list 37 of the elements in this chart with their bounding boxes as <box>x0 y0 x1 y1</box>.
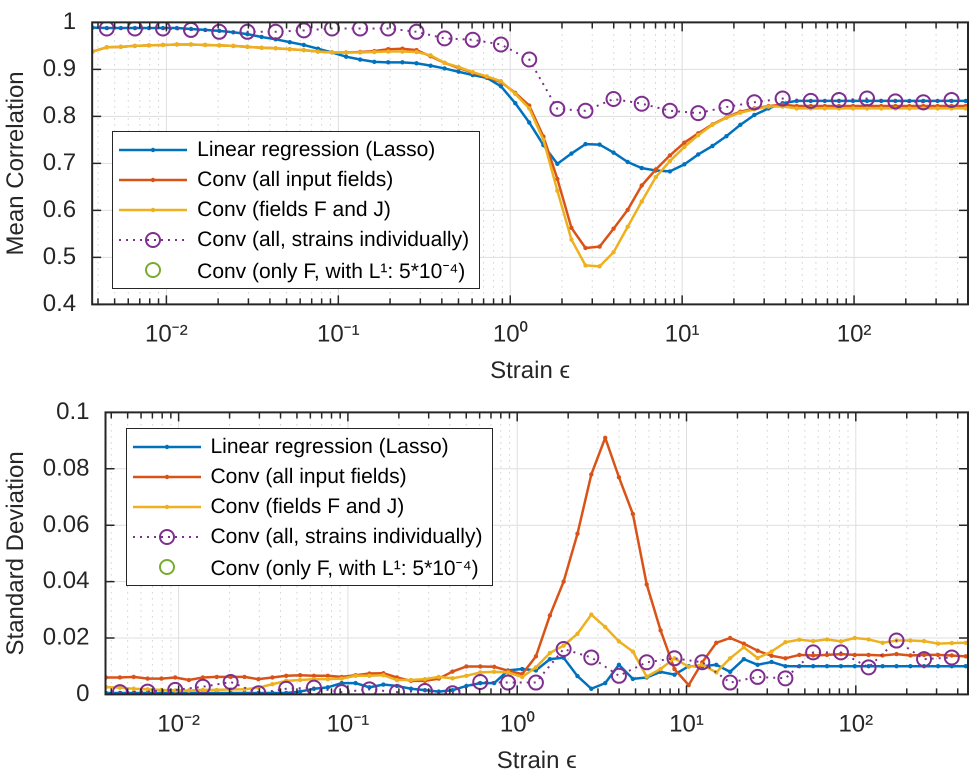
y-tick-label: 0.5 <box>42 243 76 270</box>
x-tick-label: 10⁰ <box>500 710 535 738</box>
y-axis-title: Mean Correlation <box>2 71 30 256</box>
x-axis-title: Strain ϵ <box>496 747 577 774</box>
x-tick-label: 10⁻² <box>157 710 200 738</box>
legend-label: Conv (all input fields) <box>210 465 407 490</box>
y-tick-label: 0.9 <box>42 55 76 82</box>
legend-label: Conv (only F, with L¹: 5*10⁻⁴) <box>197 259 466 284</box>
legend-label: Conv (all, strains individually) <box>197 228 470 252</box>
legend-label: Conv (fields F and J) <box>210 495 404 520</box>
y-tick-label: 0 <box>76 680 90 708</box>
legend-label: Conv (fields F and J) <box>197 198 391 222</box>
x-tick-label: 10¹ <box>669 710 704 738</box>
y-tick-label: 0.08 <box>42 454 90 482</box>
legend-label: Conv (all, strains individually) <box>210 525 482 550</box>
y-tick-label: 1 <box>62 8 76 36</box>
y-tick-label: 0.7 <box>42 149 76 176</box>
y-tick-label: 0.6 <box>42 196 76 224</box>
x-tick-label: 10² <box>838 710 874 738</box>
y-tick-label: 0.1 <box>56 398 90 426</box>
x-tick-label: 10⁻² <box>145 320 188 348</box>
legend-label: Linear regression (Lasso) <box>197 138 436 162</box>
y-tick-label: 0.06 <box>42 510 90 538</box>
legend-label: Linear regression (Lasso) <box>210 435 449 460</box>
x-tick-label: 10¹ <box>664 320 700 348</box>
x-axis-title: Strain ϵ <box>490 357 570 384</box>
legend-label: Conv (only F, with L¹: 5*10⁻⁴) <box>210 556 479 582</box>
x-tick-label: 10² <box>836 320 872 348</box>
x-tick-label: 10⁰ <box>492 320 528 348</box>
y-tick-label: 0.04 <box>42 567 90 594</box>
x-tick-label: 10⁻¹ <box>326 710 370 738</box>
x-tick-label: 10⁻¹ <box>316 320 360 348</box>
y-axis-title: Standard Deviation <box>2 451 30 656</box>
legend-label: Conv (all input fields) <box>197 168 394 192</box>
y-tick-label: 0.02 <box>42 624 90 651</box>
y-tick-label: 0.8 <box>42 102 76 130</box>
y-tick-label: 0.4 <box>42 290 76 318</box>
